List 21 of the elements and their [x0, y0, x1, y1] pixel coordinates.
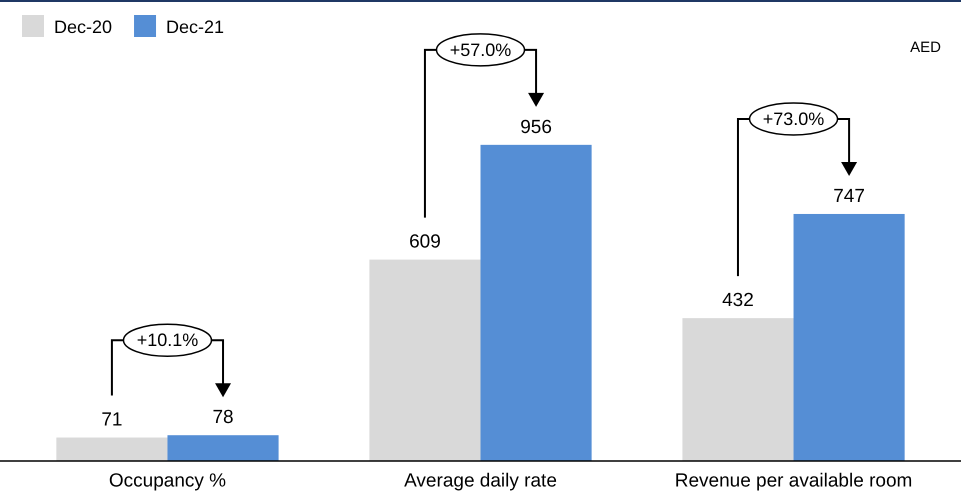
x-tick-label: Occupancy %	[108, 470, 226, 492]
text: +57.0%	[450, 40, 512, 60]
bar	[56, 438, 168, 461]
bar	[480, 144, 592, 461]
x-tick-label: Revenue per available room	[674, 470, 912, 492]
data-label: 609	[409, 232, 441, 253]
data-label: 78	[212, 407, 234, 428]
bar	[682, 318, 794, 461]
bar	[167, 435, 279, 461]
data-label: 432	[722, 290, 754, 312]
text: AED	[910, 39, 942, 56]
data-label: 956	[520, 116, 552, 138]
data-label: 747	[833, 186, 865, 207]
bar	[794, 214, 905, 461]
legend-label: Dec-20	[54, 17, 112, 37]
legend-label: Dec-21	[166, 17, 224, 37]
bar	[369, 260, 480, 461]
x-tick-label: Average daily rate	[404, 470, 557, 492]
data-label: 71	[101, 410, 122, 431]
annotation: +10.1%	[136, 330, 198, 350]
text: +73.0%	[762, 108, 824, 129]
